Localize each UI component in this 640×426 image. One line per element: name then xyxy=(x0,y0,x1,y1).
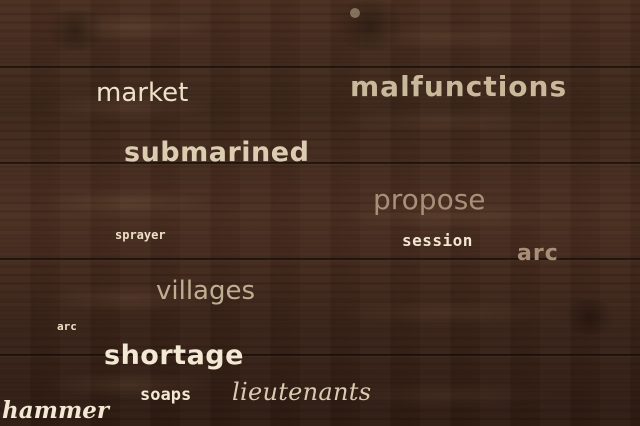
wood-knot xyxy=(40,10,110,50)
plank-1 xyxy=(0,0,640,68)
wood-knot xyxy=(330,0,410,50)
word-sprayer: sprayer xyxy=(115,228,166,242)
plank-4 xyxy=(0,261,640,355)
word-shortage: shortage xyxy=(104,340,244,371)
word-session: session xyxy=(402,231,473,250)
word-lieutenants: lieutenants xyxy=(232,378,372,406)
plank-seam xyxy=(0,162,640,165)
plank-seam xyxy=(0,354,640,357)
plank-3 xyxy=(0,165,640,259)
word-propose: propose xyxy=(373,183,486,216)
word-arc-right: arc xyxy=(517,241,559,266)
word-hammer: hammer xyxy=(2,397,110,424)
word-submarined: submarined xyxy=(124,137,310,168)
word-villages: villages xyxy=(156,276,256,306)
word-arc-left: arc xyxy=(57,320,77,333)
plank-seam xyxy=(0,66,640,69)
plank-5 xyxy=(0,357,640,426)
plank-2 xyxy=(0,69,640,163)
word-soaps: soaps xyxy=(140,385,192,405)
plank-seam xyxy=(0,258,640,261)
wood-knot xyxy=(560,300,620,335)
wood-speck xyxy=(350,8,360,18)
word-market: market xyxy=(96,78,189,108)
word-malfunctions: malfunctions xyxy=(350,70,568,103)
